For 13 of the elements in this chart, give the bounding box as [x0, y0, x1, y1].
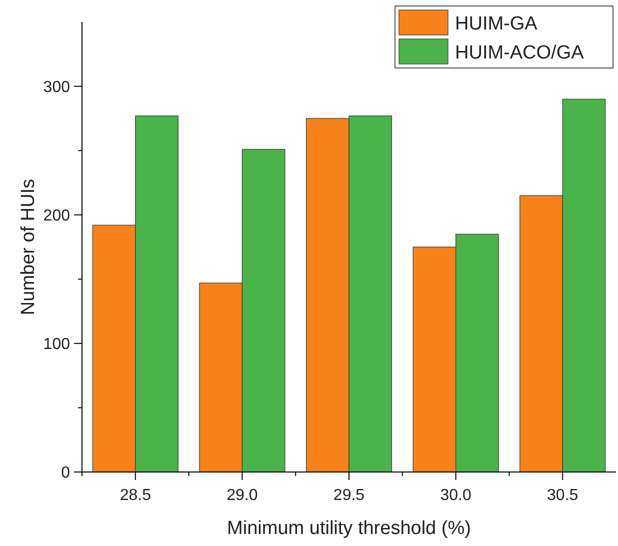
legend-label: HUIM-GA: [455, 14, 538, 35]
legend-label: HUIM-ACO/GA: [455, 42, 584, 64]
y-axis-title: Number of HUIs: [18, 178, 39, 316]
x-tick-label: 30.0: [440, 487, 472, 504]
x-tick-label: 28.5: [120, 487, 152, 504]
y-tick-label: 200: [43, 207, 70, 224]
x-tick-label: 29.0: [226, 487, 258, 504]
x-tick-label: 29.5: [333, 487, 365, 504]
y-tick-label: 0: [61, 464, 70, 482]
x-tick-label: 30.5: [547, 487, 578, 504]
y-tick-label: 300: [43, 78, 70, 96]
y-tick-label: 100: [43, 336, 70, 354]
x-axis-title: Minimum utility threshold (%): [227, 518, 471, 539]
